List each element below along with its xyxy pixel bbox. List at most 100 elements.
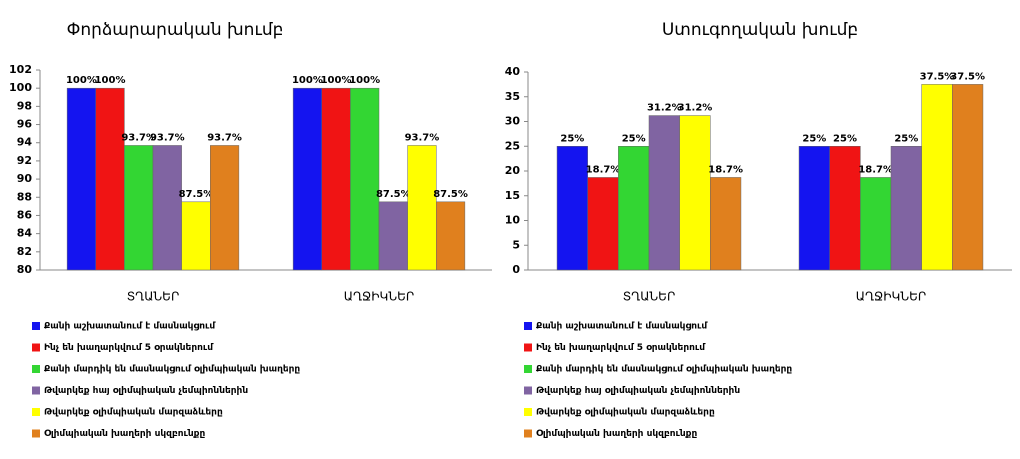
chart-title: Ստուգողական խումբ — [662, 20, 858, 40]
y-tick-label: 94 — [17, 136, 33, 149]
bar — [618, 146, 650, 271]
y-tick-label: 20 — [505, 164, 521, 177]
y-tick-label: 102 — [9, 63, 32, 76]
chart-title: Փորձարարական խումբ — [67, 20, 284, 40]
legend-swatch — [524, 365, 532, 373]
y-tick-label: 5 — [512, 238, 520, 251]
bar — [378, 201, 408, 271]
data-label: 93.7% — [121, 132, 156, 143]
bar — [648, 115, 680, 271]
legend-swatch — [524, 386, 532, 395]
y-tick-label: 96 — [17, 118, 33, 131]
data-label: 93.7% — [207, 132, 242, 143]
bar — [556, 146, 588, 271]
data-label: 25% — [802, 133, 826, 144]
x-tick-label: ՏՂԱՆԵՐ — [127, 290, 180, 304]
y-tick-label: 35 — [505, 90, 520, 103]
legend-swatch — [32, 343, 40, 352]
data-label: 25% — [894, 133, 918, 144]
legend-swatch — [524, 343, 532, 352]
y-tick-label: 90 — [17, 172, 33, 185]
bar — [829, 146, 861, 271]
y-tick-label: 88 — [17, 190, 32, 203]
data-label: 100% — [321, 75, 352, 86]
data-label: 87.5% — [179, 189, 214, 200]
x-tick-label: ԱՂՋԻԿՆԵՐ — [344, 290, 414, 304]
bar — [952, 84, 984, 271]
data-label: 100% — [349, 75, 380, 86]
legend-swatch — [32, 408, 40, 416]
data-label: 25% — [833, 133, 857, 144]
legend-label: Թվարկեք հայ օլիմպիական չեմպիոններին — [536, 386, 740, 396]
bar — [587, 177, 619, 271]
data-label: 18.7% — [586, 164, 621, 175]
y-tick-label: 98 — [17, 99, 32, 112]
legend-label: Թվարկեք օլիմպիական մարզաձևերը — [44, 408, 223, 418]
bar — [210, 145, 240, 271]
data-label: 100% — [292, 75, 323, 86]
bar — [407, 145, 437, 271]
y-tick-label: 92 — [17, 154, 32, 167]
legend-label: Թվարկեք հայ օլիմպիական չեմպիոններին — [44, 386, 248, 396]
legend-label: Թվարկեք օլիմպիական մարզաձևերը — [536, 408, 715, 418]
x-tick-label: ԱՂՋԻԿՆԵՐ — [856, 290, 926, 304]
y-tick-label: 100 — [9, 81, 32, 94]
data-label: 100% — [95, 75, 126, 86]
bar — [350, 87, 380, 271]
y-tick-label: 80 — [17, 263, 33, 276]
legend-label: Ինչ են խաղարկվում 5 օրակներում — [536, 343, 706, 353]
data-label: 37.5% — [920, 71, 955, 82]
bar — [321, 87, 351, 271]
legend-label: Օլիմպիական խաղերի սկզբունքը — [536, 429, 697, 439]
data-label: 87.5% — [376, 189, 411, 200]
y-tick-label: 84 — [17, 227, 33, 240]
legend-label: Քանի աշխատանում է մասնակցում — [536, 322, 708, 332]
legend-swatch — [524, 322, 532, 330]
data-label: 87.5% — [433, 189, 468, 200]
legend-swatch — [524, 429, 532, 438]
bar — [124, 145, 154, 271]
data-label: 93.7% — [150, 132, 185, 143]
data-label: 18.7% — [708, 164, 743, 175]
bar — [710, 177, 742, 271]
y-tick-label: 25 — [505, 139, 520, 152]
legend-swatch — [32, 365, 40, 373]
y-tick-label: 0 — [512, 263, 520, 276]
bar — [66, 87, 96, 271]
legend-swatch — [32, 386, 40, 395]
bar — [152, 145, 182, 271]
bar — [798, 146, 830, 271]
data-label: 93.7% — [405, 132, 440, 143]
x-tick-label: ՏՂԱՆԵՐ — [623, 290, 676, 304]
legend-label: Քանի աշխատանում է մասնակցում — [44, 322, 216, 332]
legend-label: Քանի մարդիկ են մասնակցում օլիմպիական խաղ… — [536, 365, 792, 375]
bar — [181, 201, 211, 271]
data-label: 37.5% — [950, 71, 985, 82]
bar — [436, 201, 466, 271]
bar — [921, 84, 953, 271]
data-label: 100% — [66, 75, 97, 86]
data-label: 25% — [560, 133, 584, 144]
data-label: 18.7% — [858, 164, 893, 175]
legend-swatch — [32, 429, 40, 438]
bar — [679, 115, 711, 271]
y-tick-label: 86 — [17, 208, 33, 221]
data-label: 25% — [622, 133, 646, 144]
bar — [95, 87, 125, 271]
y-tick-label: 30 — [505, 115, 521, 128]
legend-label: Ինչ են խաղարկվում 5 օրակներում — [44, 343, 214, 353]
legend-swatch — [524, 408, 532, 416]
legend-label: Օլիմպիական խաղերի սկզբունքը — [44, 429, 205, 439]
y-tick-label: 82 — [17, 245, 32, 258]
bar — [890, 146, 922, 271]
bar — [292, 87, 322, 271]
bar — [860, 177, 892, 271]
y-tick-label: 15 — [505, 189, 520, 202]
y-tick-label: 10 — [505, 214, 521, 227]
data-label: 31.2% — [678, 103, 713, 114]
data-label: 31.2% — [647, 103, 682, 114]
legend-swatch — [32, 322, 40, 330]
y-tick-label: 40 — [505, 65, 521, 78]
legend-label: Քանի մարդիկ են մասնակցում օլիմպիական խաղ… — [44, 365, 300, 375]
